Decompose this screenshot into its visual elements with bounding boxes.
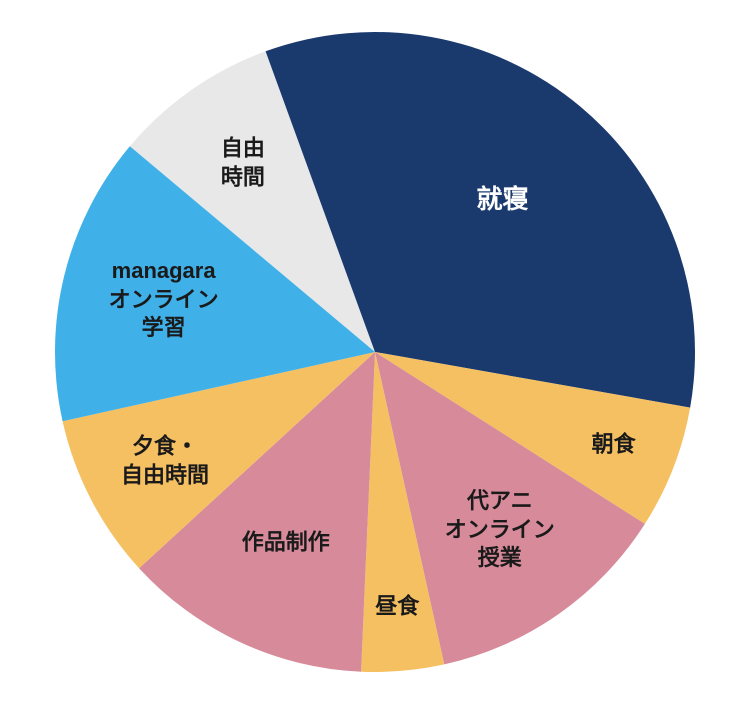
slice-label: 朝食 — [592, 430, 636, 459]
slice-label: 夕食・自由時間 — [121, 433, 209, 490]
slice-label: 作品制作 — [242, 529, 330, 558]
slice-label: managaraオンライン学習 — [109, 257, 219, 343]
slice-label: 代アニオンライン授業 — [445, 487, 555, 573]
pie-svg — [55, 32, 695, 672]
pie-chart: 自由時間就寝朝食代アニオンライン授業昼食 作品制作 夕食・自由時間 managaraオ… — [55, 32, 695, 672]
slice-label: 就寝 — [477, 183, 529, 217]
slice-label: 昼食 — [375, 593, 419, 622]
slice-label: 自由時間 — [221, 135, 265, 192]
